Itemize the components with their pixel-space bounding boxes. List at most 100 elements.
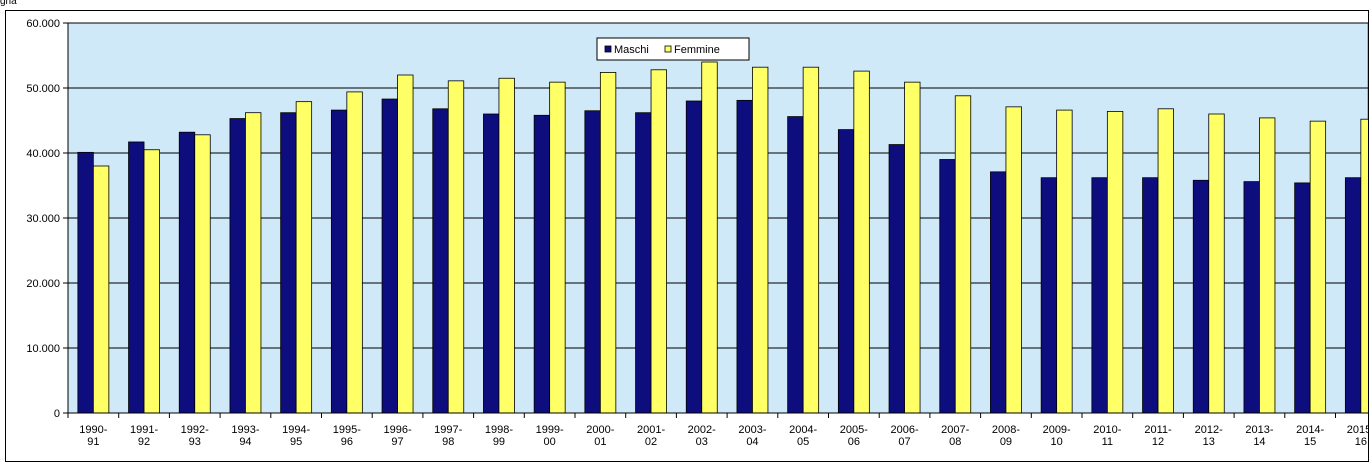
bar-maschi-2012-13 bbox=[1192, 179, 1210, 414]
x-tick-label-line: 1998- bbox=[485, 424, 513, 436]
x-tick-label-line: 06 bbox=[848, 436, 860, 448]
bar-maschi-1997-98 bbox=[432, 108, 449, 414]
legend-swatch-maschi bbox=[604, 45, 612, 53]
bar-maschi-2000-01 bbox=[584, 110, 601, 414]
x-tick-label-line: 1996- bbox=[383, 424, 411, 436]
x-tick-label: 2013-14 bbox=[1245, 424, 1273, 448]
bar-femmine-1993-94 bbox=[245, 112, 262, 414]
x-tick-label-line: 91 bbox=[87, 436, 99, 448]
bar-maschi-2005-06 bbox=[837, 129, 855, 414]
x-tick-label: 1990-91 bbox=[79, 424, 107, 448]
x-tick-label-line: 2007- bbox=[941, 424, 969, 436]
x-tick-label: 2009-10 bbox=[1043, 424, 1071, 448]
y-tick-label: 50.000 bbox=[26, 83, 60, 95]
bar-femmine-1994-95 bbox=[295, 101, 313, 414]
x-tick-label-line: 10 bbox=[1051, 436, 1063, 448]
bar-femmine-1999-00 bbox=[549, 81, 566, 414]
bars bbox=[77, 61, 1370, 414]
bar-femmine-1997-98 bbox=[447, 80, 465, 414]
x-tick-label-line: 1999- bbox=[536, 424, 564, 436]
x-tick-label: 2014-15 bbox=[1296, 424, 1324, 448]
x-tick-label-line: 1997- bbox=[434, 424, 462, 436]
x-tick-label: 1999-00 bbox=[536, 424, 564, 448]
bar-femmine-1998-99 bbox=[498, 77, 515, 414]
legend-swatch-femmine bbox=[664, 45, 672, 53]
bar-femmine-2015-16 bbox=[1360, 118, 1370, 414]
x-tick-label-line: 02 bbox=[645, 436, 657, 448]
x-tick-label: 2012-13 bbox=[1195, 424, 1223, 448]
x-tick-label: 1992-93 bbox=[181, 424, 209, 448]
bar-femmine-2012-13 bbox=[1208, 113, 1225, 414]
y-tick-label: 20.000 bbox=[26, 278, 60, 290]
x-tick-label-line: 00 bbox=[544, 436, 556, 448]
axes: 0 10.000 20.000 30.000 40.000 50.000 60.000 199… bbox=[26, 18, 1370, 448]
x-tick-label-line: 05 bbox=[797, 436, 809, 448]
x-tick-label: 2010-11 bbox=[1093, 424, 1121, 448]
x-tick-label-line: 2008- bbox=[992, 424, 1020, 436]
x-tick-label-line: 01 bbox=[594, 436, 606, 448]
bar-chart: 0 10.000 20.000 30.000 40.000 50.000 60.000 199… bbox=[26, 18, 1370, 448]
bar-maschi-1992-93 bbox=[178, 131, 196, 414]
x-tick-label-line: 08 bbox=[949, 436, 961, 448]
x-tick-label-line: 2003- bbox=[738, 424, 766, 436]
bar-maschi-2011-12 bbox=[1142, 177, 1159, 414]
x-tick-label-line: 2001- bbox=[637, 424, 665, 436]
x-tick-label: 2000-01 bbox=[586, 424, 614, 448]
x-tick-label-line: 94 bbox=[239, 436, 251, 448]
x-tick-label-line: 12 bbox=[1152, 436, 1164, 448]
x-tick-label: 1993-94 bbox=[231, 424, 259, 448]
bar-maschi-2006-07 bbox=[888, 144, 905, 414]
x-tick-label-line: 1994- bbox=[282, 424, 310, 436]
bar-femmine-2014-15 bbox=[1309, 120, 1327, 414]
legend-label-maschi: Maschi bbox=[614, 44, 649, 56]
bar-maschi-2008-09 bbox=[990, 171, 1007, 414]
x-tick-label: 1996-97 bbox=[383, 424, 411, 448]
bar-maschi-2010-11 bbox=[1091, 177, 1108, 414]
bar-maschi-2002-03 bbox=[685, 100, 703, 414]
x-tick-label: 2015-16 bbox=[1347, 424, 1368, 448]
x-tick-label-line: 1992- bbox=[181, 424, 209, 436]
x-tick-label-line: 11 bbox=[1102, 436, 1113, 448]
corner-label: gna bbox=[0, 0, 17, 7]
bar-maschi-1999-00 bbox=[533, 114, 551, 414]
x-tick-label-line: 93 bbox=[189, 436, 201, 448]
y-tick-label: 40.000 bbox=[26, 148, 60, 160]
bar-maschi-2004-05 bbox=[787, 116, 804, 414]
x-tick-label-line: 07 bbox=[898, 436, 910, 448]
bar-femmine-2006-07 bbox=[904, 81, 921, 414]
bar-femmine-1996-97 bbox=[397, 74, 414, 414]
bar-maschi-1994-95 bbox=[280, 112, 297, 414]
legend-label-femmine: Femmine bbox=[674, 44, 720, 56]
bar-femmine-1990-91 bbox=[92, 165, 110, 414]
x-tick-label-line: 2009- bbox=[1043, 424, 1071, 436]
x-tick-label: 2008-09 bbox=[992, 424, 1020, 448]
x-tick-label-line: 2006- bbox=[890, 424, 918, 436]
x-tick-label-line: 14 bbox=[1253, 436, 1265, 448]
bar-femmine-2005-06 bbox=[853, 70, 870, 414]
x-tick-label-line: 2005- bbox=[840, 424, 868, 436]
x-tick-label-line: 2011- bbox=[1144, 424, 1172, 436]
bar-maschi-1991-92 bbox=[128, 141, 145, 414]
x-tick-label: 1995-96 bbox=[333, 424, 361, 448]
x-tick-label-line: 1990- bbox=[79, 424, 107, 436]
x-tick-label-line: 2004- bbox=[789, 424, 817, 436]
x-tick-label-line: 2010- bbox=[1093, 424, 1121, 436]
x-tick-label: 1997-98 bbox=[434, 424, 462, 448]
y-tick-label: 10.000 bbox=[26, 343, 60, 355]
legend: Maschi Femmine bbox=[596, 37, 750, 61]
x-tick-label-line: 92 bbox=[138, 436, 150, 448]
x-tick-label-line: 2000- bbox=[586, 424, 614, 436]
x-tick-label-line: 2015- bbox=[1347, 424, 1368, 436]
y-tick-label: 60.000 bbox=[26, 18, 60, 30]
x-tick-label: 1998-99 bbox=[485, 424, 513, 448]
y-tick-label: 0 bbox=[54, 408, 60, 420]
x-tick-label-line: 2013- bbox=[1245, 424, 1273, 436]
x-tick-label-line: 99 bbox=[493, 436, 505, 448]
bar-maschi-2003-04 bbox=[736, 99, 753, 414]
bar-maschi-1998-99 bbox=[483, 113, 500, 414]
bar-femmine-2009-10 bbox=[1056, 109, 1073, 414]
bar-femmine-2007-08 bbox=[954, 95, 972, 414]
x-tick-label: 2006-07 bbox=[890, 424, 918, 448]
bar-femmine-2013-14 bbox=[1259, 117, 1276, 414]
bar-femmine-2002-03 bbox=[701, 61, 718, 414]
